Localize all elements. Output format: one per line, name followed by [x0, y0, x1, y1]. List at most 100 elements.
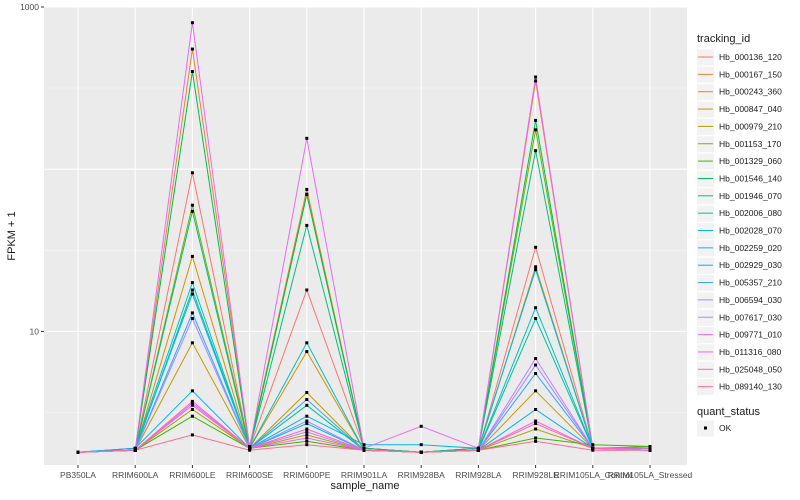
legend-label: Hb_007617_030	[719, 312, 782, 322]
data-point	[305, 187, 309, 191]
data-point	[305, 223, 309, 227]
data-point	[190, 70, 194, 73]
x-tick-label: RRIM105LA_Control	[554, 470, 633, 480]
data-point	[305, 136, 309, 140]
data-point	[190, 341, 194, 345]
data-point	[190, 408, 194, 411]
data-point	[419, 450, 423, 454]
data-point	[534, 419, 538, 423]
plot-panel	[44, 7, 687, 465]
data-point	[190, 209, 194, 213]
data-point	[534, 317, 538, 320]
data-point	[305, 436, 309, 440]
legend-label: Hb_089140_130	[719, 382, 782, 392]
data-point	[305, 414, 309, 418]
data-point	[305, 288, 309, 292]
legend-label: Hb_009771_010	[719, 330, 782, 340]
x-tick-label: RRIM600PE	[283, 470, 331, 480]
data-point	[476, 446, 480, 450]
legend: tracking_id Hb_000136_120 Hb_000167_150 Hb…	[697, 33, 782, 437]
data-point	[190, 389, 194, 393]
data-point	[591, 446, 595, 450]
data-point	[305, 422, 309, 426]
data-point	[305, 439, 309, 443]
legend-label: Hb_001946_070	[719, 191, 782, 201]
data-point	[190, 21, 194, 25]
legend-label: Hb_002028_070	[719, 226, 782, 236]
data-point	[190, 317, 194, 320]
data-point	[305, 433, 309, 437]
x-tick-label: PB350LA	[60, 470, 96, 480]
data-point	[534, 245, 538, 249]
data-point	[534, 408, 538, 411]
x-tick-label: RRIM105LA_Stressed	[608, 470, 693, 480]
data-point	[534, 149, 538, 153]
legend-label: Hb_000167_150	[719, 69, 782, 79]
x-tick-label: RRIM901LA	[341, 470, 388, 480]
y-tick-label: 10	[30, 326, 40, 336]
legend-label: Hb_011316_080	[719, 347, 782, 357]
data-point	[648, 448, 652, 452]
data-point	[190, 171, 194, 175]
data-point	[362, 446, 366, 450]
data-point	[305, 443, 309, 447]
data-point	[248, 446, 252, 450]
data-point	[534, 118, 538, 122]
data-point	[190, 281, 194, 285]
legend-label: Hb_002006_080	[719, 208, 782, 218]
legend-label: Hb_001329_060	[719, 156, 782, 166]
data-point	[534, 372, 538, 375]
data-point	[190, 47, 194, 51]
legend-label: Hb_000243_360	[719, 87, 782, 97]
legend-label: Hb_006594_030	[719, 295, 782, 305]
data-point	[648, 445, 652, 448]
legend-label: Hb_005357_210	[719, 278, 782, 288]
data-point	[133, 446, 137, 450]
legend-title-tracking-id: tracking_id	[697, 33, 750, 45]
data-point	[305, 403, 309, 407]
data-point	[534, 357, 538, 360]
data-point	[305, 430, 309, 434]
legend-title-quant-status: quant_status	[697, 406, 760, 418]
data-point	[305, 419, 309, 423]
data-point	[648, 446, 652, 450]
legend-label: Hb_001153_170	[719, 139, 782, 149]
x-tick-label: RRIM928LE	[512, 470, 559, 480]
legend-label: Hb_002929_030	[719, 260, 782, 270]
y-axis-title: FPKM + 1	[6, 211, 18, 260]
data-point	[419, 424, 423, 428]
data-point	[591, 443, 595, 447]
legend-label: Hb_002259_020	[719, 243, 782, 253]
data-point	[534, 265, 538, 269]
data-point	[534, 422, 538, 426]
legend-label: Hb_000847_040	[719, 104, 782, 114]
data-point	[190, 203, 194, 207]
legend-label: Hb_001546_140	[719, 173, 782, 183]
data-point	[305, 192, 309, 196]
legend-label: Hb_000979_210	[719, 121, 782, 131]
data-point	[534, 363, 538, 367]
data-point	[190, 288, 194, 292]
data-point	[305, 341, 309, 345]
data-point	[76, 450, 80, 454]
data-point	[534, 439, 538, 443]
data-point	[305, 391, 309, 394]
x-tick-label: RRIM928LA	[455, 470, 502, 480]
data-point	[534, 128, 538, 132]
data-point	[534, 436, 538, 440]
data-point	[248, 445, 252, 448]
legend-label: Hb_000136_120	[719, 52, 782, 62]
x-tick-label: RRIM600LA	[112, 470, 159, 480]
data-point	[190, 433, 194, 437]
x-tick-label: RRIM600SE	[226, 470, 274, 480]
data-point	[248, 448, 252, 452]
data-point	[133, 448, 137, 452]
data-point	[534, 75, 538, 79]
data-point	[534, 79, 538, 83]
data-point	[190, 401, 194, 405]
data-point	[534, 268, 538, 272]
shape-legend-label: OK	[719, 423, 732, 433]
data-point	[534, 306, 538, 310]
data-point	[534, 427, 538, 431]
